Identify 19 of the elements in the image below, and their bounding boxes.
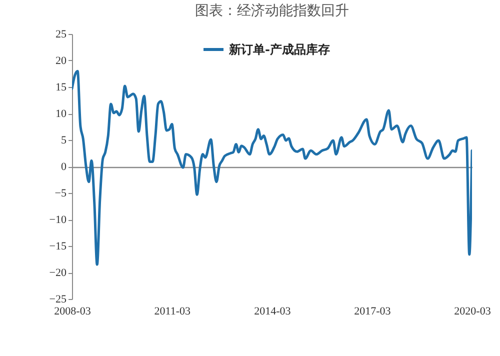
y-tick-label: −5 [54, 188, 67, 200]
x-tick-label: 2017-03 [354, 306, 392, 318]
x-tick-label: 2020-03 [454, 306, 492, 318]
y-tick-label: 10 [56, 108, 67, 120]
y-tick-label: −10 [49, 214, 67, 226]
x-tick-label: 2014-03 [254, 306, 292, 318]
y-tick-label: 25 [56, 28, 67, 40]
x-tick-label: 2008-03 [54, 306, 92, 318]
y-tick-label: −20 [49, 267, 67, 279]
y-tick-label: −25 [49, 294, 67, 306]
y-tick-label: 0 [61, 161, 67, 173]
legend-label: 新订单-产成品库存 [228, 42, 330, 56]
chart-title: 图表：经济动能指数回升 [195, 3, 349, 19]
y-tick-label: 5 [61, 134, 67, 146]
y-tick-label: −15 [49, 240, 67, 252]
x-tick-label: 2011-03 [154, 306, 192, 318]
y-tick-label: 20 [56, 55, 67, 67]
line-series [72, 70, 472, 266]
y-tick-label: 15 [56, 82, 67, 94]
